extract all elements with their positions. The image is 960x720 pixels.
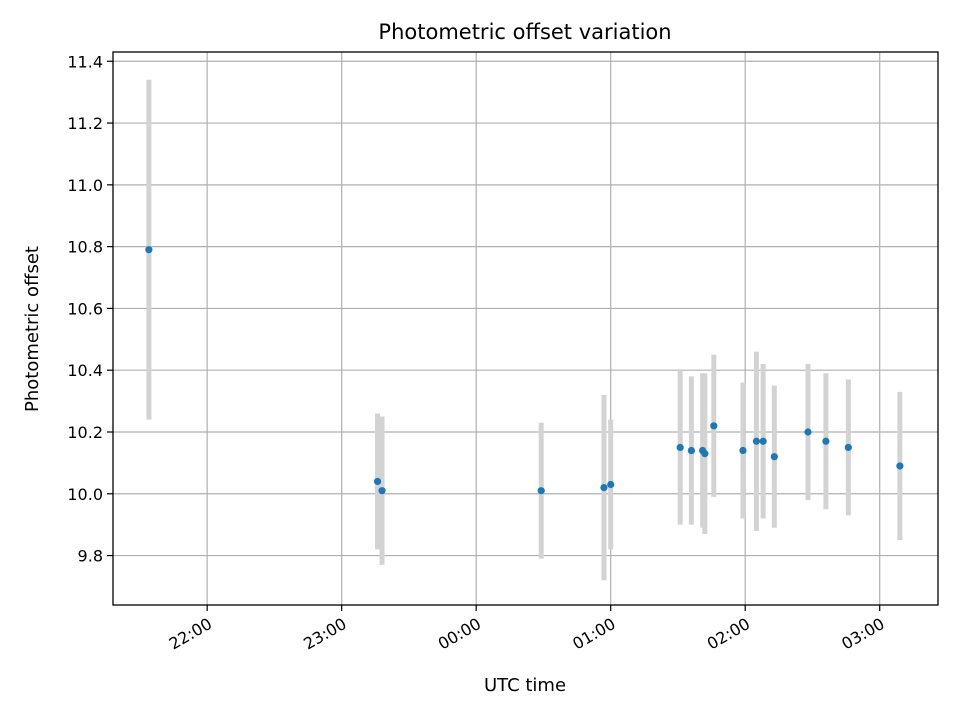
data-point: [739, 446, 747, 455]
y-tick-label: 10.0: [67, 485, 103, 504]
data-point: [804, 428, 812, 436]
data-point: [607, 480, 615, 489]
data-point: [600, 484, 608, 492]
data-points: [145, 246, 904, 495]
data-point: [822, 437, 830, 445]
data-point: [537, 487, 545, 495]
x-tick-label: 00:00: [435, 614, 484, 654]
y-tick-label: 9.8: [78, 547, 103, 566]
x-tick-label: 03:00: [838, 614, 887, 654]
x-tick-label: 22:00: [166, 614, 215, 654]
data-point: [145, 246, 153, 254]
data-point: [896, 462, 904, 470]
data-point: [378, 487, 386, 495]
y-tick-label: 10.4: [67, 361, 103, 380]
y-axis-ticks: 9.8 10.0 10.2 10.4 10.6 10.8 11.0 11.2 11.4: [67, 52, 113, 566]
error-bars: [146, 79, 903, 581]
data-point: [770, 453, 778, 461]
y-tick-label: 11.0: [67, 176, 103, 195]
x-tick-label: 01:00: [569, 614, 618, 654]
x-axis-ticks: 22:00 23:00 00:00 01:00 02:00 03:00: [166, 605, 888, 654]
data-point: [844, 443, 852, 452]
data-point: [752, 437, 761, 445]
chart-title: Photometric offset variation: [378, 20, 671, 44]
x-tick-label: 02:00: [704, 614, 753, 654]
y-tick-label: 11.2: [67, 114, 103, 133]
data-point: [701, 450, 709, 458]
y-tick-label: 10.8: [67, 238, 103, 257]
grid-lines: [113, 52, 938, 605]
data-point: [676, 443, 684, 452]
y-tick-label: 10.2: [67, 423, 103, 442]
y-tick-label: 10.6: [67, 299, 103, 318]
y-axis-label: Photometric offset: [22, 246, 43, 412]
data-point: [373, 477, 382, 486]
data-point: [759, 437, 767, 445]
plot-frame: [112, 51, 939, 606]
y-tick-label: 11.4: [67, 52, 103, 71]
x-tick-label: 23:00: [300, 614, 349, 654]
x-axis-label: UTC time: [484, 675, 566, 696]
data-point: [710, 422, 718, 430]
data-point: [687, 446, 695, 455]
